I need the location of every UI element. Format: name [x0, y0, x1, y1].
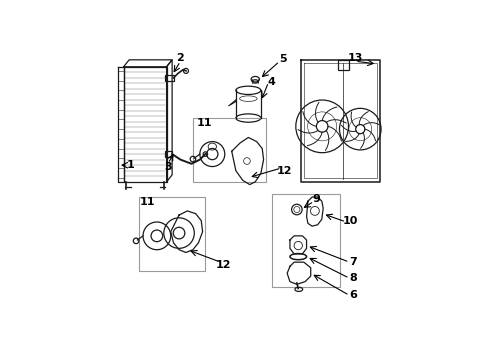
- Bar: [139, 197, 205, 270]
- Text: 11: 11: [140, 197, 155, 207]
- Bar: [338, 60, 349, 69]
- Text: 3: 3: [164, 162, 172, 172]
- Text: 5: 5: [279, 54, 287, 64]
- Text: 11: 11: [196, 118, 212, 128]
- Text: 2: 2: [176, 53, 184, 63]
- Bar: [165, 75, 173, 81]
- Text: 10: 10: [343, 216, 358, 226]
- Text: 7: 7: [349, 257, 357, 267]
- Text: 13: 13: [347, 53, 363, 63]
- Text: 12: 12: [216, 260, 231, 270]
- Text: 4: 4: [268, 77, 276, 87]
- Text: 1: 1: [127, 160, 134, 170]
- Text: 12: 12: [277, 166, 292, 176]
- Bar: [165, 151, 172, 157]
- Bar: [272, 194, 340, 287]
- Bar: [193, 118, 267, 182]
- Text: 6: 6: [349, 291, 357, 301]
- Text: 9: 9: [312, 194, 320, 204]
- Text: 8: 8: [349, 273, 357, 283]
